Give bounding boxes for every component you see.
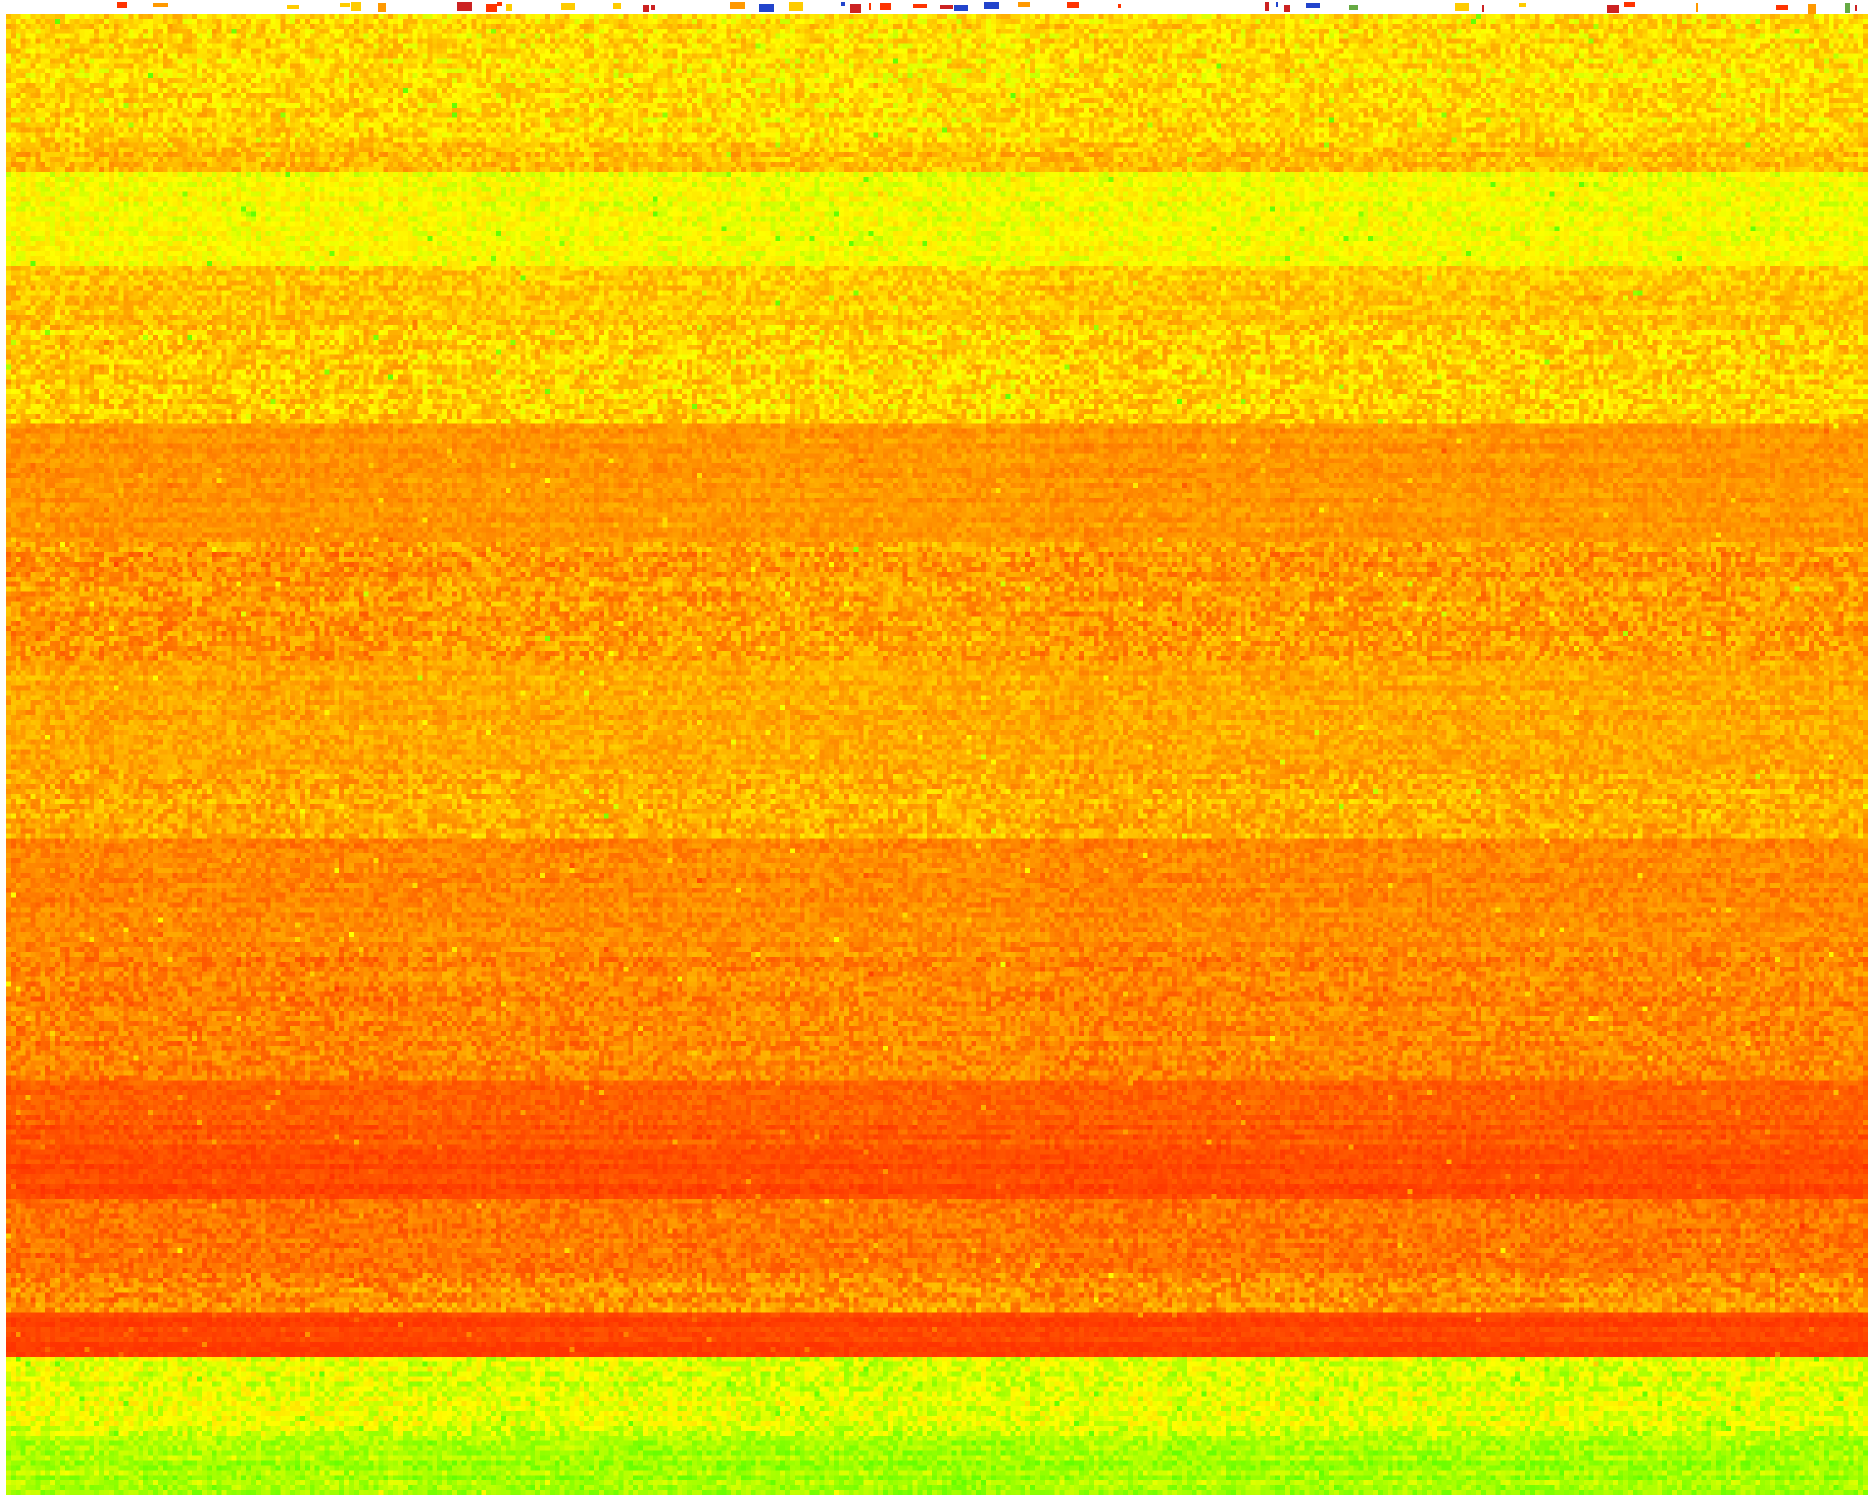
annotation-mark-2 — [287, 5, 299, 9]
annotation-mark-23 — [954, 5, 968, 11]
annotation-mark-30 — [1284, 5, 1290, 12]
annotation-mark-41 — [1845, 3, 1850, 13]
annotation-mark-7 — [486, 4, 497, 12]
annotation-mark-34 — [1482, 5, 1484, 12]
annotation-mark-17 — [841, 2, 845, 6]
annotation-mark-9 — [506, 4, 512, 11]
annotation-mark-38 — [1696, 3, 1698, 12]
annotation-mark-31 — [1306, 3, 1320, 8]
annotation-mark-14 — [730, 2, 745, 9]
annotation-mark-37 — [1624, 2, 1635, 7]
annotation-mark-26 — [1067, 2, 1079, 8]
annotation-mark-6 — [457, 2, 472, 11]
annotation-mark-18 — [850, 4, 861, 13]
annotation-mark-16 — [789, 2, 803, 11]
annotation-mark-42 — [1855, 5, 1857, 11]
annotation-mark-21 — [913, 4, 927, 8]
annotation-mark-13 — [651, 5, 655, 10]
annotation-mark-0 — [117, 2, 127, 8]
annotation-mark-20 — [880, 3, 891, 10]
annotation-mark-15 — [759, 4, 774, 12]
annotation-mark-10 — [561, 3, 575, 10]
heatmap-plot-area — [6, 14, 1868, 1495]
annotation-mark-28 — [1265, 2, 1269, 11]
annotation-mark-40 — [1808, 4, 1816, 14]
annotation-mark-5 — [378, 3, 386, 12]
annotation-mark-27 — [1118, 4, 1121, 8]
top-annotation-strip — [117, 2, 1857, 14]
annotation-mark-1 — [153, 3, 168, 7]
annotation-mark-22 — [940, 5, 953, 9]
annotation-mark-36 — [1607, 5, 1619, 13]
annotation-mark-12 — [643, 5, 649, 12]
annotation-mark-33 — [1455, 3, 1469, 11]
annotation-mark-11 — [613, 3, 621, 9]
annotation-mark-29 — [1276, 2, 1278, 7]
annotation-mark-3 — [340, 3, 350, 7]
annotation-mark-4 — [351, 2, 361, 11]
annotation-mark-39 — [1776, 5, 1788, 10]
annotation-mark-8 — [497, 2, 502, 6]
annotation-mark-19 — [869, 3, 871, 10]
annotation-mark-32 — [1349, 5, 1358, 10]
annotation-mark-35 — [1519, 3, 1526, 7]
annotation-mark-25 — [1018, 2, 1030, 7]
annotation-mark-24 — [984, 2, 999, 9]
